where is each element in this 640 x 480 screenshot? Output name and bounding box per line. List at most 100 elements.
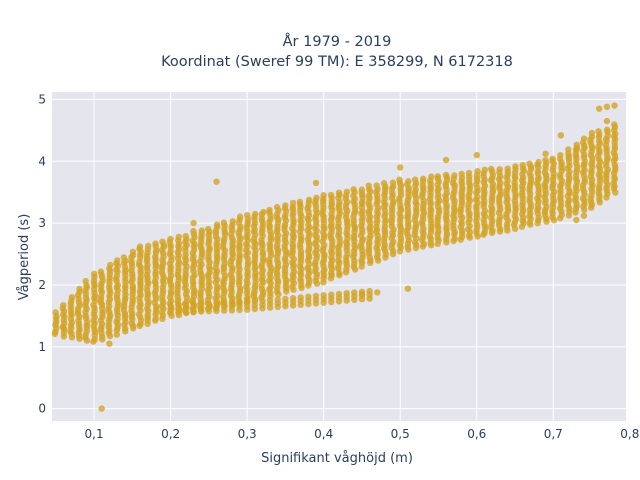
data-point [236,299,243,306]
data-point [221,300,228,307]
x-axis-ticks: 0,1 0,2 0,3 0,4 0,5 0,6 0,7 0,8 [85,427,640,441]
data-point [229,218,236,225]
data-point [273,203,281,211]
data-point [97,268,105,275]
y-tick-label: 3 [38,216,46,230]
data-point [580,212,588,219]
data-point [328,291,335,298]
x-axis-title: Signifikant våghöjd (m) [261,451,413,466]
data-point [213,178,220,185]
data-point [343,188,351,195]
data-point [389,179,397,186]
data-point [603,126,611,133]
data-point [373,182,380,189]
data-point [420,175,427,182]
data-point [588,129,596,137]
data-point [557,132,565,139]
data-point [496,166,503,173]
data-point [428,173,435,180]
data-point [504,165,511,172]
data-point [60,325,67,332]
data-point [175,301,182,309]
data-point [252,210,259,218]
data-point [611,121,618,128]
y-axis-ticks: 0 1 2 3 4 5 [38,92,46,415]
data-point [274,296,281,303]
data-point [557,152,564,159]
data-point [228,299,236,307]
y-axis-title: Vågperiod (s) [17,214,32,301]
data-point [136,243,144,250]
data-point [145,242,152,250]
y-tick-label: 2 [38,278,46,292]
data-point [405,178,412,185]
x-tick-label: 0,4 [314,427,333,441]
data-point [220,219,228,226]
data-point [52,309,59,316]
data-point [335,290,343,298]
data-point [434,173,441,180]
data-points [51,102,619,412]
data-point [580,135,588,142]
x-tick-label: 0,5 [391,427,410,441]
data-point [305,196,313,203]
chart-title: År 1979 - 2019 Koordinat (Sweref 99 TM):… [161,33,513,70]
data-point [129,248,137,255]
data-point [175,233,182,241]
data-point [474,168,481,175]
data-point [380,180,388,187]
data-point [182,301,190,308]
data-point [596,105,603,112]
x-tick-label: 0,2 [161,427,180,441]
data-point [365,182,372,189]
data-point [313,194,320,201]
data-point [251,298,258,305]
data-point [481,166,488,173]
data-point [289,199,297,207]
x-tick-label: 0,3 [238,427,257,441]
chart-title-line-2: Koordinat (Sweref 99 TM): E 358299, N 61… [161,54,513,70]
data-point [244,212,251,219]
data-point [213,300,220,307]
data-point [312,292,320,300]
data-point [68,294,76,301]
data-point [374,289,381,296]
data-point [60,302,67,309]
data-point [404,285,412,292]
data-point [465,169,473,177]
data-point [114,257,121,264]
data-point [312,179,320,187]
data-point [82,277,89,285]
data-point [411,176,419,183]
data-point [573,145,580,153]
data-point [296,198,304,205]
data-point [282,202,289,209]
data-point [244,295,251,302]
data-point [366,287,373,295]
data-point [535,158,542,166]
data-point [198,227,206,234]
data-point [350,186,357,193]
data-point [473,151,480,159]
data-point [351,289,358,296]
data-point [213,221,221,228]
y-tick-label: 1 [38,340,46,354]
data-point [297,294,304,301]
y-tick-label: 5 [38,92,46,106]
data-point [167,235,174,243]
data-point [542,150,549,157]
y-tick-label: 4 [38,154,46,168]
data-point [565,146,572,153]
data-point [603,103,611,111]
data-point [98,405,105,412]
data-point [358,291,366,298]
data-point [236,213,244,220]
data-point [397,164,404,171]
data-point [611,102,618,109]
data-point [190,227,197,235]
data-point [152,240,159,247]
data-point [595,128,602,135]
data-point [519,162,526,169]
data-point [458,170,465,178]
